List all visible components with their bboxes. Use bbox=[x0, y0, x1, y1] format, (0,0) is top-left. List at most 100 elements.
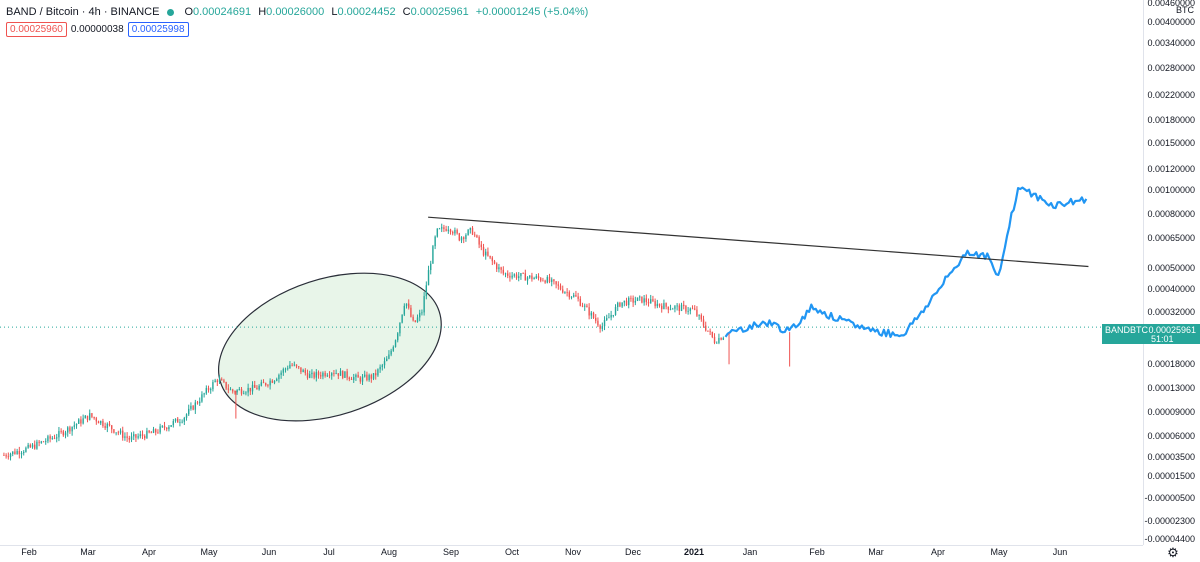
candle-body bbox=[353, 377, 355, 380]
candle-body bbox=[122, 430, 124, 438]
y-tick-label: 0.00120000 bbox=[1147, 164, 1195, 174]
candle-body bbox=[254, 384, 256, 388]
candle-body bbox=[302, 370, 304, 373]
candle-body bbox=[606, 318, 608, 320]
x-tick-label: Sep bbox=[442, 547, 460, 557]
candle-body bbox=[590, 312, 593, 316]
candle-body bbox=[243, 393, 245, 395]
candle-body bbox=[368, 375, 370, 381]
candle-body bbox=[69, 427, 71, 432]
candle-body bbox=[643, 298, 645, 303]
candle-body bbox=[342, 371, 344, 378]
candle-body bbox=[207, 388, 210, 391]
candle-body bbox=[170, 425, 172, 427]
candle-body bbox=[617, 302, 619, 308]
price-axis[interactable]: BTC 0.00460000 0.00400000 0.00340000 0.0028… bbox=[1143, 0, 1200, 545]
candle-body bbox=[27, 444, 29, 448]
gear-icon[interactable]: ⚙ bbox=[1167, 545, 1179, 560]
candle-body bbox=[130, 436, 133, 440]
candle-body bbox=[570, 296, 573, 298]
candle-body bbox=[262, 382, 265, 384]
candle-body bbox=[579, 298, 582, 306]
low-value: 0.00024452 bbox=[337, 6, 396, 18]
candle-body bbox=[661, 305, 663, 310]
candle-body bbox=[518, 276, 520, 279]
candle-body bbox=[511, 275, 513, 278]
high-value: 0.00026000 bbox=[266, 6, 325, 18]
candle-body bbox=[537, 276, 540, 279]
y-tick-label: 0.00460000 bbox=[1147, 0, 1195, 8]
candle-body bbox=[694, 308, 696, 310]
candle-body bbox=[106, 423, 109, 428]
symbol-title[interactable]: BAND / Bitcoin · 4h · BINANCE bbox=[6, 6, 160, 18]
candle-body bbox=[663, 303, 665, 310]
candle-body bbox=[394, 340, 397, 347]
candle-body bbox=[665, 303, 667, 307]
candle-body bbox=[60, 431, 62, 432]
candle-body bbox=[614, 307, 617, 315]
candle-body bbox=[328, 375, 331, 377]
candle-body bbox=[491, 257, 494, 262]
x-tick-label: Apr bbox=[141, 547, 157, 557]
candle-body bbox=[225, 381, 227, 389]
candle-body bbox=[370, 375, 373, 379]
x-tick-label: Jul bbox=[323, 547, 335, 557]
candle-body bbox=[333, 373, 335, 374]
last-price-value: 0.00025961 bbox=[1148, 325, 1196, 335]
candle-body bbox=[36, 441, 38, 449]
candle-body bbox=[357, 374, 359, 378]
candle-body bbox=[425, 285, 428, 297]
candle-body bbox=[350, 379, 353, 380]
candle-body bbox=[150, 432, 153, 434]
candle-body bbox=[632, 298, 634, 303]
candle-body bbox=[390, 350, 392, 355]
ohlc-values: O0.00024691 H0.00026000 L0.00024452 C0.0… bbox=[184, 6, 592, 18]
y-tick-label: 0.00040000 bbox=[1147, 284, 1195, 294]
candle-body bbox=[372, 373, 375, 379]
candle-body bbox=[685, 306, 687, 312]
candle-body bbox=[117, 432, 120, 434]
candle-body bbox=[555, 281, 557, 285]
candle-body bbox=[698, 315, 700, 316]
candle-body bbox=[183, 417, 186, 422]
price-chart[interactable] bbox=[0, 0, 1143, 545]
candle-body bbox=[504, 273, 507, 275]
candle-body bbox=[522, 273, 524, 274]
candle-body bbox=[287, 368, 289, 370]
candle-body bbox=[656, 303, 659, 307]
candle-body bbox=[544, 280, 546, 283]
bid-price[interactable]: 0.00025960 bbox=[6, 22, 67, 37]
market-status-icon bbox=[167, 8, 175, 16]
candle-body bbox=[9, 453, 12, 457]
candle-body bbox=[630, 297, 632, 299]
candle-body bbox=[531, 275, 533, 280]
time-axis[interactable] bbox=[0, 545, 1143, 562]
x-tick-label: Apr bbox=[930, 547, 946, 557]
candle-body bbox=[361, 376, 364, 382]
candle-body bbox=[623, 300, 626, 303]
candle-body bbox=[601, 326, 604, 329]
candle-body bbox=[293, 364, 296, 366]
candle-body bbox=[177, 418, 179, 423]
candle-body bbox=[95, 418, 98, 422]
candle-body bbox=[309, 374, 311, 378]
candle-body bbox=[5, 455, 7, 457]
candle-body bbox=[515, 274, 518, 279]
candle-body bbox=[388, 354, 390, 359]
close-label: C bbox=[402, 6, 411, 18]
candle-body bbox=[269, 380, 271, 386]
candle-body bbox=[564, 292, 566, 293]
candle-body bbox=[502, 269, 505, 274]
candle-body bbox=[542, 280, 544, 282]
candle-body bbox=[317, 372, 320, 376]
ask-price[interactable]: 0.00025998 bbox=[127, 22, 189, 37]
candle-body bbox=[227, 388, 230, 390]
x-tick-label: May bbox=[990, 547, 1008, 557]
y-tick-label: -0.00002300 bbox=[1144, 516, 1195, 526]
candle-body bbox=[331, 373, 333, 376]
candle-body bbox=[271, 380, 274, 383]
candle-body bbox=[199, 401, 201, 404]
price-line-series bbox=[724, 186, 1088, 338]
x-tick-label: Jun bbox=[1052, 547, 1068, 557]
